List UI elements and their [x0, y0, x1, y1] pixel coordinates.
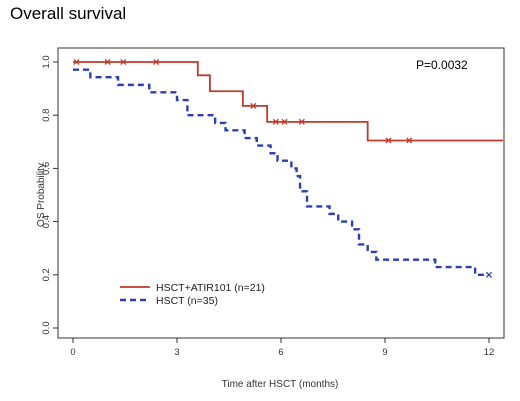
censor-mark [385, 137, 392, 144]
y-tick-label: 0.8 [41, 109, 52, 122]
censor-mark [281, 118, 288, 125]
chart-title: Overall survival [10, 4, 127, 23]
plot-frame [57, 47, 505, 339]
censor-mark [120, 58, 127, 66]
legend-label: HSCT+ATIR101 (n=21) [156, 282, 265, 294]
censor-mark [272, 118, 279, 125]
x-tick-label: 12 [484, 347, 495, 358]
series-layer [73, 58, 503, 278]
x-axis-label: Time after HSCT (months) [222, 379, 339, 390]
censor-mark [298, 118, 305, 125]
x-tick-label: 0 [70, 347, 75, 358]
censor-mark [153, 58, 160, 66]
censor-mark [406, 137, 413, 144]
legend: HSCT+ATIR101 (n=21)HSCT (n=35) [120, 282, 265, 307]
censor-mark [104, 58, 111, 66]
x-tick-label: 3 [174, 347, 179, 358]
y-tick-label: 0.0 [41, 321, 52, 334]
y-tick-label: 1.0 [41, 55, 52, 68]
censor-mark [73, 58, 80, 66]
series-line [73, 68, 489, 276]
censor-mark [250, 102, 257, 109]
x-tick-label: 9 [382, 347, 387, 358]
y-tick-label: 0.2 [41, 268, 52, 281]
chart-axes: 0 3 6 9 12 0.0 0.2 0.4 0.6 0.8 1.0 [41, 47, 505, 358]
series-line [73, 61, 503, 142]
p-value-annotation: P=0.0032 [416, 58, 468, 72]
y-tick-label: 0.4 [41, 215, 52, 228]
y-axis-label: OS Probability [36, 163, 47, 227]
y-tick-label: 0.6 [41, 162, 52, 175]
legend-label: HSCT (n=35) [156, 295, 218, 307]
x-tick-label: 6 [278, 347, 283, 358]
censor-mark [485, 271, 493, 278]
